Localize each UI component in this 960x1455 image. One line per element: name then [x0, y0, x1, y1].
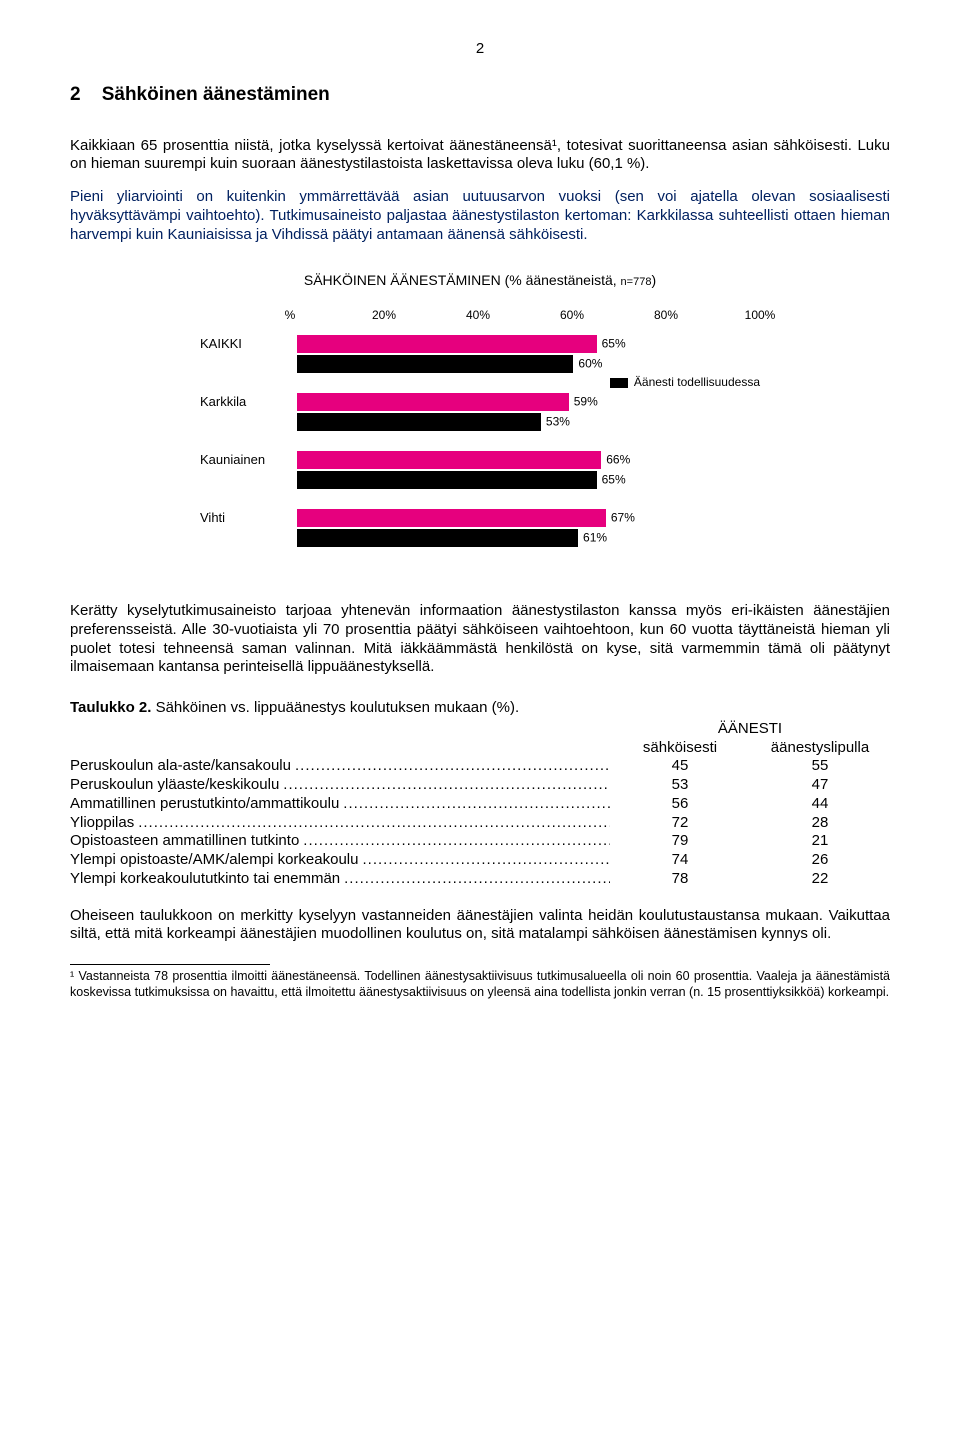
- table-cell-lipulla: 44: [750, 795, 890, 814]
- table-header-group: ÄÄNESTI: [70, 720, 890, 739]
- bar-aanesti: [296, 412, 542, 432]
- table-cell-sahkoisesti: 74: [610, 851, 750, 870]
- bar-chart: SÄHKÖINEN ÄÄNESTÄMINEN (% äänestäneistä,…: [200, 272, 760, 572]
- section-title-text: Sähköinen äänestäminen: [102, 84, 330, 105]
- chart-title-n: n=778: [621, 276, 652, 288]
- table-cell-sahkoisesti: 53: [610, 776, 750, 795]
- chart-title-main: SÄHKÖINEN ÄÄNESTÄMINEN (% äänestäneistä,: [304, 272, 621, 288]
- bar-kertoi: [296, 450, 602, 470]
- table-title-bold: Taulukko 2.: [70, 699, 151, 716]
- table-group-header: ÄÄNESTI: [610, 720, 890, 739]
- bar-group: Vihti 67% 61%: [200, 508, 760, 548]
- table-header-cols: sähköisesti äänestyslipulla: [70, 739, 890, 758]
- x-tick: %: [285, 308, 296, 323]
- section-number: 2: [70, 84, 81, 105]
- table-row-label: Peruskoulun ala-aste/kansakoulu: [70, 757, 610, 776]
- table-cell-lipulla: 28: [750, 814, 890, 833]
- table-row: Ylempi korkeakoulututkinto tai enemmän78…: [70, 870, 890, 889]
- legend-item-aanesti: Äänesti todellisuudessa: [610, 375, 760, 390]
- bar-value-label: 65%: [602, 473, 626, 488]
- bar-value-label: 59%: [574, 395, 598, 410]
- table-cell-sahkoisesti: 72: [610, 814, 750, 833]
- table-cell-sahkoisesti: 79: [610, 832, 750, 851]
- table-row-label: Ylempi opistoaste/AMK/alempi korkeakoulu: [70, 851, 610, 870]
- chart-title: SÄHKÖINEN ÄÄNESTÄMINEN (% äänestäneistä,…: [200, 272, 760, 290]
- table-cell-lipulla: 26: [750, 851, 890, 870]
- education-table: ÄÄNESTI sähköisesti äänestyslipulla Peru…: [70, 720, 890, 889]
- table-col2-header: äänestyslipulla: [750, 739, 890, 758]
- bar-category-label: KAIKKI: [200, 336, 296, 352]
- table-title-rest: Sähköinen vs. lippuäänestys koulutuksen …: [151, 699, 519, 716]
- table-row: Ylioppilas7228: [70, 814, 890, 833]
- bar-category-label: Vihti: [200, 510, 296, 526]
- page-number: 2: [70, 40, 890, 59]
- bar-value-label: 67%: [611, 511, 635, 526]
- table-row-label: Peruskoulun yläaste/keskikoulu: [70, 776, 610, 795]
- x-tick: 60%: [560, 308, 584, 323]
- section-heading: 2 Sähköinen äänestäminen: [70, 83, 890, 107]
- table-row-label: Ylioppilas: [70, 814, 610, 833]
- bar-category-label: Kauniainen: [200, 452, 296, 468]
- table-row: Ylempi opistoaste/AMK/alempi korkeakoulu…: [70, 851, 890, 870]
- table-cell-lipulla: 55: [750, 757, 890, 776]
- bar-kertoi: [296, 334, 598, 354]
- bar-category-label: Karkkila: [200, 394, 296, 410]
- bar-kertoi: [296, 508, 607, 528]
- bar-value-label: 61%: [583, 531, 607, 546]
- legend-label-aanesti: Äänesti todellisuudessa: [634, 375, 760, 390]
- bar-value-label: 60%: [578, 357, 602, 372]
- table-row: Opistoasteen ammatillinen tutkinto7921: [70, 832, 890, 851]
- bar-aanesti: [296, 470, 598, 490]
- document-page: 2 2 Sähköinen äänestäminen Kaikkiaan 65 …: [0, 0, 960, 1040]
- footnote: ¹ Vastanneista 78 prosenttia ilmoitti ää…: [70, 969, 890, 1000]
- bar-kertoi: [296, 392, 570, 412]
- footnote-divider: [70, 964, 270, 965]
- bar-aanesti: [296, 354, 574, 374]
- bar-group: Karkkila 59% 53%: [200, 392, 760, 432]
- paragraph-1: Kaikkiaan 65 prosenttia niistä, jotka ky…: [70, 137, 890, 175]
- table-row: Peruskoulun yläaste/keskikoulu5347: [70, 776, 890, 795]
- paragraph-2: Pieni yliarviointi on kuitenkin ymmärret…: [70, 188, 890, 244]
- bar-value-label: 66%: [606, 453, 630, 468]
- x-tick: 100%: [745, 308, 776, 323]
- paragraph-3: Kerätty kyselytutkimusaineisto tarjoaa y…: [70, 602, 890, 677]
- paragraph-4: Oheiseen taulukkoon on merkitty kyselyyn…: [70, 907, 890, 945]
- chart-title-end: ): [651, 272, 656, 288]
- table-cell-lipulla: 21: [750, 832, 890, 851]
- table-row-label: Opistoasteen ammatillinen tutkinto: [70, 832, 610, 851]
- table-cell-sahkoisesti: 45: [610, 757, 750, 776]
- table-cell-lipulla: 22: [750, 870, 890, 889]
- chart-x-axis: %20%40%60%80%100%: [200, 308, 760, 324]
- table-row-label: Ammatillinen perustutkinto/ammattikoulu: [70, 795, 610, 814]
- x-tick: 40%: [466, 308, 490, 323]
- bar-aanesti: [296, 528, 579, 548]
- table-cell-sahkoisesti: 56: [610, 795, 750, 814]
- table-title: Taulukko 2. Sähköinen vs. lippuäänestys …: [70, 699, 890, 718]
- table-cell-sahkoisesti: 78: [610, 870, 750, 889]
- chart-plot-area: Kertoi äänestäneensä Äänesti todellisuud…: [200, 328, 760, 572]
- table-row: Peruskoulun ala-aste/kansakoulu4555: [70, 757, 890, 776]
- x-tick: 20%: [372, 308, 396, 323]
- x-tick: 80%: [654, 308, 678, 323]
- table-row-label: Ylempi korkeakoulututkinto tai enemmän: [70, 870, 610, 889]
- legend-swatch-aanesti: [610, 378, 628, 388]
- bar-value-label: 65%: [602, 337, 626, 352]
- bar-group: Kauniainen 66% 65%: [200, 450, 760, 490]
- table-col1-header: sähköisesti: [610, 739, 750, 758]
- bar-value-label: 53%: [546, 415, 570, 430]
- bar-group: KAIKKI 65%60%: [200, 334, 760, 374]
- table-row: Ammatillinen perustutkinto/ammattikoulu5…: [70, 795, 890, 814]
- table-cell-lipulla: 47: [750, 776, 890, 795]
